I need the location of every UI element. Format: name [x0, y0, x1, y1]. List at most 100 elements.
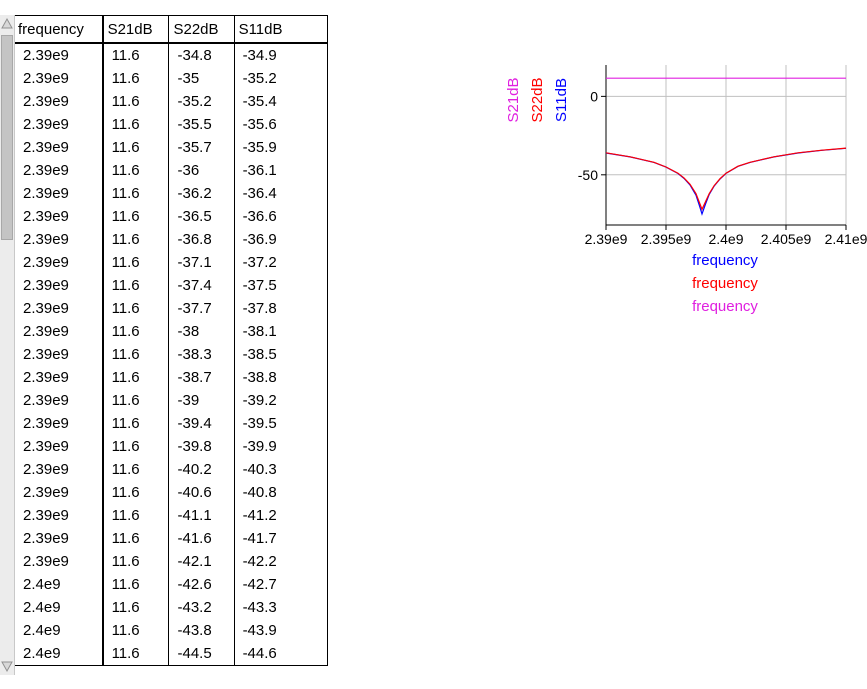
table-row[interactable]: 2.39e9 11.6 -34.8 -34.9	[15, 43, 329, 67]
table-cell-s11db: -41.7	[234, 527, 329, 550]
table-cell-s11db: -36.4	[234, 182, 329, 205]
table-row[interactable]: 2.39e9 11.6 -36.8 -36.9	[15, 228, 329, 251]
table-cell-s21db: 11.6	[102, 297, 170, 320]
y-axis-label-s11db: S11dB	[553, 78, 570, 122]
table-cell-frequency: 2.39e9	[15, 182, 104, 205]
table-row[interactable]: 2.39e9 11.6 -41.1 -41.2	[15, 504, 329, 527]
table-cell-frequency: 2.39e9	[15, 297, 104, 320]
table-row[interactable]: 2.39e9 11.6 -42.1 -42.2	[15, 550, 329, 573]
table-cell-s21db: 11.6	[102, 573, 170, 596]
table-cell-frequency: 2.39e9	[15, 343, 104, 366]
table-cell-s11db: -37.8	[234, 297, 329, 320]
table-cell-s22db: -35	[168, 67, 235, 90]
scrollbar-thumb[interactable]	[1, 35, 13, 240]
table-cell-s21db: 11.6	[102, 619, 170, 642]
table-cell-s22db: -40.2	[168, 458, 235, 481]
table-cell-s11db: -40.8	[234, 481, 329, 504]
table-row[interactable]: 2.39e9 11.6 -36.2 -36.4	[15, 182, 329, 205]
x-tick-label: 2.395e9	[641, 231, 692, 247]
table-cell-s22db: -43.8	[168, 619, 235, 642]
table-cell-s21db: 11.6	[102, 642, 170, 666]
table-row[interactable]: 2.39e9 11.6 -37.4 -37.5	[15, 274, 329, 297]
x-tick-label: 2.4e9	[708, 231, 743, 247]
scroll-down-arrow-icon[interactable]	[0, 657, 14, 675]
table-cell-s21db: 11.6	[102, 320, 170, 343]
table-cell-s21db: 11.6	[102, 527, 170, 550]
table-cell-s22db: -36.2	[168, 182, 235, 205]
y-tick-label: -50	[578, 167, 598, 183]
scroll-up-arrow-icon[interactable]	[0, 15, 14, 33]
column-header-s11db[interactable]: S11dB	[234, 15, 329, 44]
table-cell-frequency: 2.39e9	[15, 412, 104, 435]
table-row[interactable]: 2.39e9 11.6 -41.6 -41.7	[15, 527, 329, 550]
table-row[interactable]: 2.39e9 11.6 -38.3 -38.5	[15, 343, 329, 366]
table-cell-frequency: 2.39e9	[15, 136, 104, 159]
table-cell-s21db: 11.6	[102, 504, 170, 527]
table-row[interactable]: 2.39e9 11.6 -39.8 -39.9	[15, 435, 329, 458]
y-tick-label: 0	[590, 88, 598, 104]
table-cell-s21db: 11.6	[102, 435, 170, 458]
series-line-s22db	[605, 147, 847, 211]
table-cell-frequency: 2.39e9	[15, 527, 104, 550]
table-cell-s21db: 11.6	[102, 550, 170, 573]
table-cell-frequency: 2.39e9	[15, 366, 104, 389]
table-cell-s11db: -41.2	[234, 504, 329, 527]
table-row[interactable]: 2.39e9 11.6 -35.2 -35.4	[15, 90, 329, 113]
table-cell-s11db: -38.5	[234, 343, 329, 366]
table-row[interactable]: 2.4e9 11.6 -43.8 -43.9	[15, 619, 329, 642]
table-row[interactable]: 2.4e9 11.6 -42.6 -42.7	[15, 573, 329, 596]
table-row[interactable]: 2.39e9 11.6 -35.7 -35.9	[15, 136, 329, 159]
table-cell-s21db: 11.6	[102, 205, 170, 228]
table-cell-frequency: 2.39e9	[15, 113, 104, 136]
table-header-row: frequency S21dB S22dB S11dB	[15, 15, 329, 44]
table-cell-s11db: -35.6	[234, 113, 329, 136]
table-cell-s11db: -39.9	[234, 435, 329, 458]
table-cell-frequency: 2.4e9	[15, 573, 104, 596]
column-header-s21db[interactable]: S21dB	[102, 15, 170, 44]
table-cell-frequency: 2.39e9	[15, 43, 104, 67]
table-cell-s11db: -37.5	[234, 274, 329, 297]
table-cell-s11db: -43.3	[234, 596, 329, 619]
table-row[interactable]: 2.39e9 11.6 -36.5 -36.6	[15, 205, 329, 228]
table-row[interactable]: 2.39e9 11.6 -40.6 -40.8	[15, 481, 329, 504]
table-cell-s22db: -39.8	[168, 435, 235, 458]
table-row[interactable]: 2.39e9 11.6 -39.4 -39.5	[15, 412, 329, 435]
column-header-frequency[interactable]: frequency	[15, 15, 104, 44]
table-row[interactable]: 2.4e9 11.6 -43.2 -43.3	[15, 596, 329, 619]
table-cell-s11db: -42.2	[234, 550, 329, 573]
table-cell-s21db: 11.6	[102, 274, 170, 297]
table-cell-s11db: -39.2	[234, 389, 329, 412]
s-parameter-chart: 2.39e9 2.395e9 2.4e9 2.405e9 2.41e9 0 -50 S21dB…	[505, 65, 867, 315]
table-cell-s22db: -40.6	[168, 481, 235, 504]
table-cell-s11db: -44.6	[234, 642, 329, 666]
table-row[interactable]: 2.39e9 11.6 -38 -38.1	[15, 320, 329, 343]
table-cell-s11db: -35.2	[234, 67, 329, 90]
table-row[interactable]: 2.39e9 11.6 -37.7 -37.8	[15, 297, 329, 320]
x-tick-label: 2.41e9	[825, 231, 867, 247]
table-cell-s22db: -38.7	[168, 366, 235, 389]
y-axis-label-s22db: S22dB	[529, 77, 546, 122]
table-cell-frequency: 2.39e9	[15, 320, 104, 343]
table-cell-s22db: -38.3	[168, 343, 235, 366]
table-row[interactable]: 2.39e9 11.6 -36 -36.1	[15, 159, 329, 182]
table-cell-s21db: 11.6	[102, 366, 170, 389]
table-cell-frequency: 2.39e9	[15, 90, 104, 113]
table-cell-s11db: -39.5	[234, 412, 329, 435]
table-cell-s22db: -37.4	[168, 274, 235, 297]
column-header-s22db[interactable]: S22dB	[168, 15, 235, 44]
table-cell-frequency: 2.39e9	[15, 481, 104, 504]
table-row[interactable]: 2.39e9 11.6 -39 -39.2	[15, 389, 329, 412]
table-cell-frequency: 2.39e9	[15, 228, 104, 251]
table-cell-frequency: 2.39e9	[15, 550, 104, 573]
table-row[interactable]: 2.39e9 11.6 -35 -35.2	[15, 67, 329, 90]
table-cell-s11db: -38.1	[234, 320, 329, 343]
table-row[interactable]: 2.39e9 11.6 -37.1 -37.2	[15, 251, 329, 274]
vertical-scrollbar[interactable]	[0, 15, 15, 675]
table-row[interactable]: 2.39e9 11.6 -40.2 -40.3	[15, 458, 329, 481]
table-cell-s22db: -38	[168, 320, 235, 343]
table-cell-s22db: -41.1	[168, 504, 235, 527]
table-row[interactable]: 2.4e9 11.6 -44.5 -44.6	[15, 642, 329, 666]
table-cell-s22db: -44.5	[168, 642, 235, 666]
table-row[interactable]: 2.39e9 11.6 -35.5 -35.6	[15, 113, 329, 136]
table-row[interactable]: 2.39e9 11.6 -38.7 -38.8	[15, 366, 329, 389]
